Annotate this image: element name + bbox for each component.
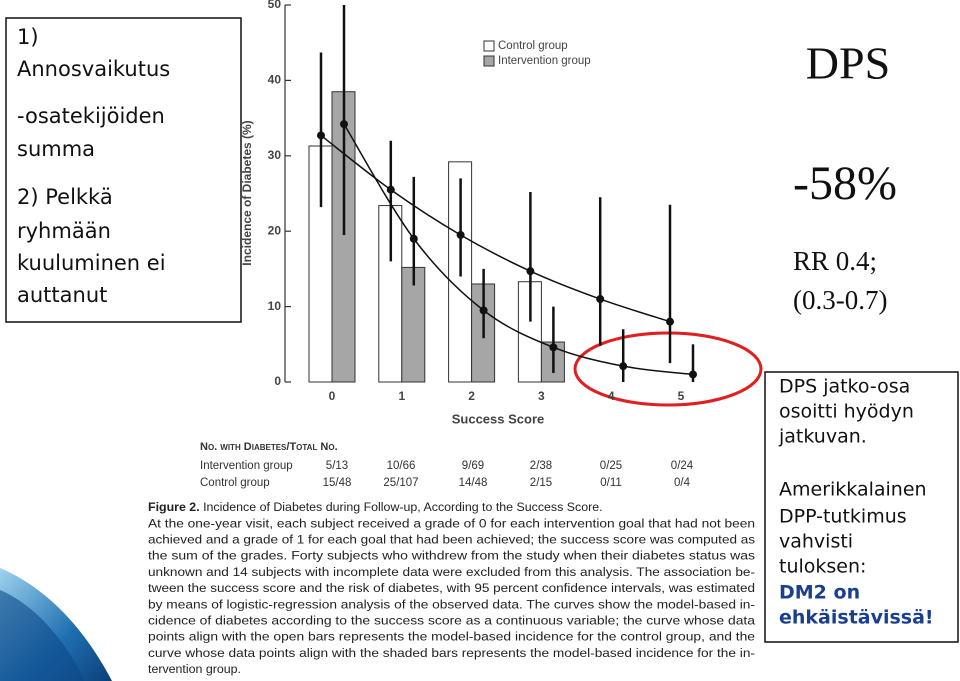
table-cell: 2/15 [530, 477, 552, 489]
legend-swatch [483, 55, 495, 67]
caption-title-text: Incidence of Diabetes during Follow-up, … [203, 500, 602, 514]
point [596, 295, 605, 304]
table-cell: 0/25 [600, 460, 622, 472]
caption-label: Figure 2. [148, 500, 200, 514]
point [689, 370, 697, 379]
table-cell: 9/69 [462, 460, 484, 472]
caption-line: tervention group. [148, 662, 241, 676]
y-tick-label: 0 [274, 374, 281, 388]
legend-label: Control group [498, 40, 568, 52]
right-box-line: DPS jatko-osa [779, 376, 910, 398]
legend-swatch [483, 40, 495, 52]
ci: (0.3-0.7) [793, 285, 887, 315]
decoration [0, 590, 85, 681]
point [526, 267, 535, 276]
x-tick-label: 1 [398, 389, 405, 403]
table-cell: 10/66 [387, 460, 416, 472]
point [386, 185, 395, 194]
y-tick-label: 40 [268, 73, 282, 87]
table-cell: 0/11 [600, 477, 622, 489]
left-box-line: kuuluminen ei [17, 251, 166, 275]
y-tick-label: 50 [268, 0, 282, 11]
table-cell: 5/13 [326, 460, 348, 472]
legend-label: Intervention group [498, 55, 591, 67]
table-header: No. with Diabetes/Total No. [200, 441, 338, 453]
effect: -58% [793, 157, 897, 210]
point [549, 343, 558, 352]
left-box-line: ryhmään [17, 219, 111, 243]
caption-line: At the one-year visit, each subject rece… [148, 516, 755, 530]
caption-line: unknown and 14 subjects with incomplete … [148, 565, 755, 579]
caption-line: the sum of the grades. Forty subjects wh… [148, 549, 755, 563]
right-box-line: vahvisti [779, 531, 853, 553]
left-box-line: 2) Pelkkä [17, 185, 113, 209]
right-box-highlight: ehkäistävissä! [779, 607, 934, 629]
caption-line: points align with the open bars represen… [148, 630, 755, 644]
caption-line: achieved and a grade of 1 for each goal … [148, 532, 755, 546]
right-box-line: tuloksen: [779, 556, 866, 578]
point [409, 234, 418, 243]
highlight-ellipse [573, 331, 763, 407]
point [479, 306, 488, 315]
table-cell: 0/4 [674, 477, 691, 489]
caption-line: tween the success score and the risk of … [148, 581, 755, 595]
right-box-line: jatkuvan. [778, 426, 867, 448]
table-cell: 15/48 [323, 477, 352, 489]
point [340, 120, 348, 129]
y-tick-label: 20 [268, 223, 282, 237]
table-cell: 2/38 [530, 460, 552, 472]
table-cell: Control group [200, 477, 270, 489]
point [317, 131, 325, 140]
model-curve [320, 134, 671, 323]
table-cell: 14/48 [459, 477, 488, 489]
y-tick-label: 10 [268, 299, 282, 313]
left-box-line: summa [17, 137, 95, 161]
left-box-line: 1) [17, 25, 39, 49]
x-tick-label: 5 [678, 389, 685, 403]
left-box-line: Annosvaikutus [17, 57, 170, 81]
table-cell: 25/107 [383, 477, 418, 489]
x-axis-label: Success Score [452, 411, 545, 426]
caption-line: curve whose data points align with the s… [148, 646, 755, 660]
caption-line: cidence of diabetes according to the suc… [148, 613, 755, 627]
caption-title: Figure 2. Incidence of Diabetes during F… [148, 500, 603, 514]
right-box-line: DPP-tutkimus [779, 506, 907, 528]
table-cell: Intervention group [200, 460, 293, 472]
right-box [764, 371, 959, 643]
y-axis-label: Incidence of Diabetes (%) [240, 120, 254, 265]
left-box [5, 17, 242, 323]
point [619, 362, 628, 371]
caption-line: by means of logistic-regression analysis… [148, 597, 755, 611]
x-tick-label: 0 [329, 389, 336, 403]
dps-title: DPS [806, 38, 890, 89]
left-box-line: auttanut [17, 283, 107, 307]
right-box-highlight: DM2 on [779, 582, 860, 604]
rr: RR 0.4; [793, 246, 877, 276]
table-cell: 0/24 [671, 460, 694, 472]
right-box-line: Amerikkalainen [779, 479, 927, 501]
point [666, 317, 674, 326]
right-box-line: osoitti hyödyn [779, 401, 914, 423]
x-tick-label: 2 [468, 389, 475, 403]
x-tick-label: 3 [538, 389, 545, 403]
point [456, 230, 465, 239]
x-tick-label: 4 [608, 389, 615, 403]
left-box-line: -osatekijöiden [17, 104, 165, 128]
y-tick-label: 30 [268, 148, 282, 162]
